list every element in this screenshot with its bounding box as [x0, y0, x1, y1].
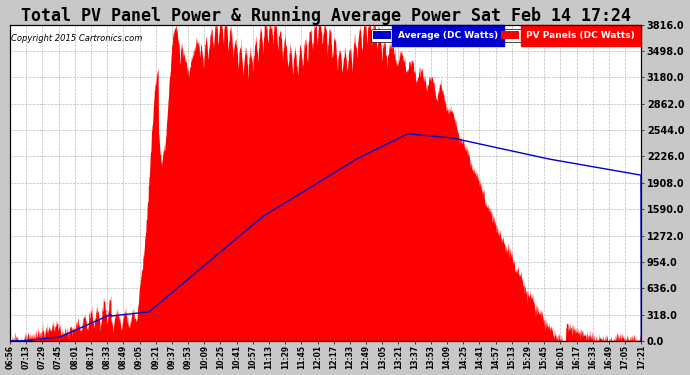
Text: Copyright 2015 Cartronics.com: Copyright 2015 Cartronics.com: [11, 34, 143, 43]
Legend: Average (DC Watts), PV Panels (DC Watts): Average (DC Watts), PV Panels (DC Watts): [371, 29, 637, 42]
Title: Total PV Panel Power & Running Average Power Sat Feb 14 17:24: Total PV Panel Power & Running Average P…: [21, 6, 631, 24]
